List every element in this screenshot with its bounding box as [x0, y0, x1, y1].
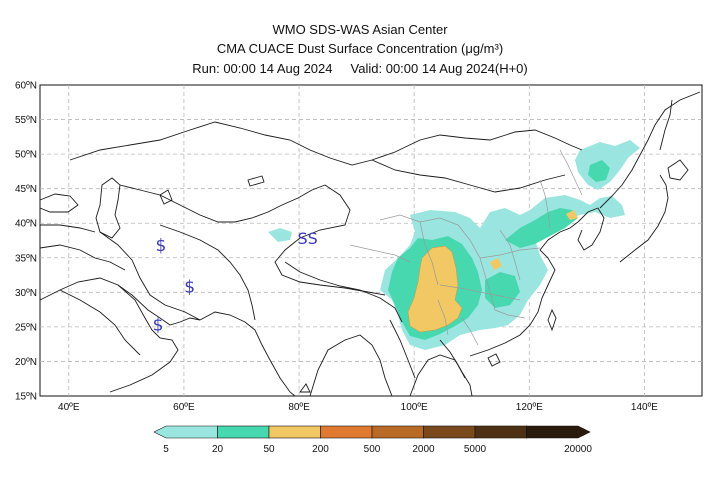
dust-marker: $ — [155, 236, 166, 256]
lat-tick-label: 25ºN — [15, 322, 37, 333]
colorbar-segment — [474, 425, 527, 439]
colorbar-label: 20000 — [564, 444, 592, 455]
borders — [39, 91, 701, 397]
province-line-10 — [559, 149, 583, 196]
province-line-2 — [419, 221, 439, 286]
coast-china — [469, 221, 579, 357]
dust-area-high-korea — [566, 210, 578, 220]
coast-south-asia — [199, 311, 296, 397]
dust-fields — [268, 140, 640, 350]
chart-title-line1: WMO SDS-WAS Asian Center — [272, 22, 448, 37]
colorbar-segment — [423, 425, 476, 439]
colorbar-label: 2000 — [412, 444, 435, 455]
province-line-6 — [494, 309, 526, 319]
province-borders — [349, 149, 583, 346]
colorbar-label: 50 — [263, 444, 275, 455]
colorbar-label: 20 — [212, 444, 224, 455]
longitude-labels: 40ºE 60ºE 80ºE 100ºE 120ºE 140ºE — [58, 402, 658, 413]
border-turkey — [40, 224, 96, 233]
lat-tick-label: 20ºN — [15, 357, 37, 368]
lon-tick-label: 80ºE — [288, 402, 310, 413]
lon-tick-label: 100ºE — [401, 402, 428, 413]
dust-area-mid-east — [485, 272, 520, 308]
lon-tick-label: 40ºE — [58, 402, 80, 413]
lat-tick-label: 30ºN — [15, 288, 37, 299]
coast-far-east — [599, 91, 701, 209]
border-afghan-pak — [159, 224, 256, 321]
province-line-12 — [461, 317, 479, 346]
border-russia-kz — [69, 121, 583, 166]
colorbar-segment — [320, 425, 373, 439]
province-line-9 — [349, 244, 411, 263]
caspian-sea — [95, 177, 121, 239]
dust-area-mid-north — [505, 208, 578, 248]
province-line-4 — [439, 284, 521, 301]
coast-japan — [619, 174, 669, 263]
lon-tick-label: 60ºE — [173, 402, 195, 413]
lon-tick-label: 140ºE — [631, 402, 658, 413]
chart-title-line3: Run: 00:00 14 Aug 2024 Valid: 00:00 14 A… — [0, 61, 720, 77]
border-mongolia — [371, 159, 566, 193]
coast-taiwan — [547, 308, 557, 332]
colorbar-label: 200 — [312, 444, 329, 455]
colorbar-segment — [153, 425, 218, 439]
coast-hokkaido — [667, 159, 689, 181]
lat-tick-label: 15ºN — [15, 392, 37, 403]
province-line-3 — [457, 224, 496, 311]
dust-marker: $ — [184, 277, 195, 297]
lon-tick-label: 120ºE — [516, 402, 543, 413]
dust-area-high-small — [490, 258, 502, 270]
border-kz-south — [119, 184, 326, 223]
dust-marker: $ — [153, 315, 164, 335]
colorbar-segment — [371, 425, 424, 439]
map-markers: $ $ $ SS — [153, 229, 318, 335]
colorbar-segment — [526, 425, 591, 439]
colorbar-segment — [268, 425, 321, 439]
run-time: Run: 00:00 14 Aug 2024 — [192, 61, 333, 76]
colorbar-label: 5000 — [464, 444, 487, 455]
balkhash-lake — [247, 175, 265, 187]
colorbar-label: 500 — [364, 444, 381, 455]
aral-sea — [159, 189, 173, 205]
dust-area-mid-ne — [588, 160, 610, 182]
coast-gulf — [117, 284, 201, 326]
valid-time: Valid: 00:00 14 Aug 2024(H+0) — [350, 61, 528, 76]
lat-tick-label: 40ºN — [15, 219, 37, 230]
border-iran — [99, 231, 201, 321]
coast-srilanka — [299, 383, 311, 393]
coast-indochina — [409, 354, 473, 397]
province-line-8 — [539, 179, 551, 229]
black-sea — [39, 193, 79, 213]
latitude-labels: 15ºN 20ºN 25ºN 30ºN 35ºN 40ºN 45ºN 50ºN 55ºN 60ºN — [15, 81, 37, 403]
colorbar-segment — [217, 425, 270, 439]
border-india-nepal — [284, 261, 403, 323]
chart-title-line2: CMA CUACE Dust Surface Concentration (μg… — [216, 41, 504, 56]
colorbar-label: 5 — [163, 444, 169, 455]
province-line-7 — [499, 229, 521, 281]
dust-area-high — [407, 245, 463, 333]
sandstorm-marker: SS — [298, 229, 318, 248]
province-line-11 — [437, 299, 449, 336]
coast-hainan — [487, 353, 501, 367]
border-myanmar — [389, 319, 416, 379]
province-line-5 — [479, 247, 541, 259]
lat-tick-label: 55ºN — [15, 115, 37, 126]
dust-area-low-west — [268, 228, 292, 242]
map-frame — [39, 84, 703, 397]
coast-bay-bengal — [309, 334, 393, 397]
lat-tick-label: 50ºN — [15, 150, 37, 161]
border-iraq-syria — [39, 244, 126, 271]
coast-arabia — [39, 277, 179, 393]
border-china-west — [274, 184, 386, 296]
lat-tick-label: 45ºN — [15, 184, 37, 195]
coast-sakhalin — [659, 99, 673, 151]
lat-tick-label: 35ºN — [15, 253, 37, 264]
border-laos-vn — [439, 339, 466, 379]
coast-korea — [577, 207, 605, 251]
colorbar: 5 20 50 200 500 2000 5000 20000 — [153, 425, 592, 455]
border-saudi — [59, 289, 141, 356]
lat-tick-label: 60ºN — [15, 81, 37, 92]
